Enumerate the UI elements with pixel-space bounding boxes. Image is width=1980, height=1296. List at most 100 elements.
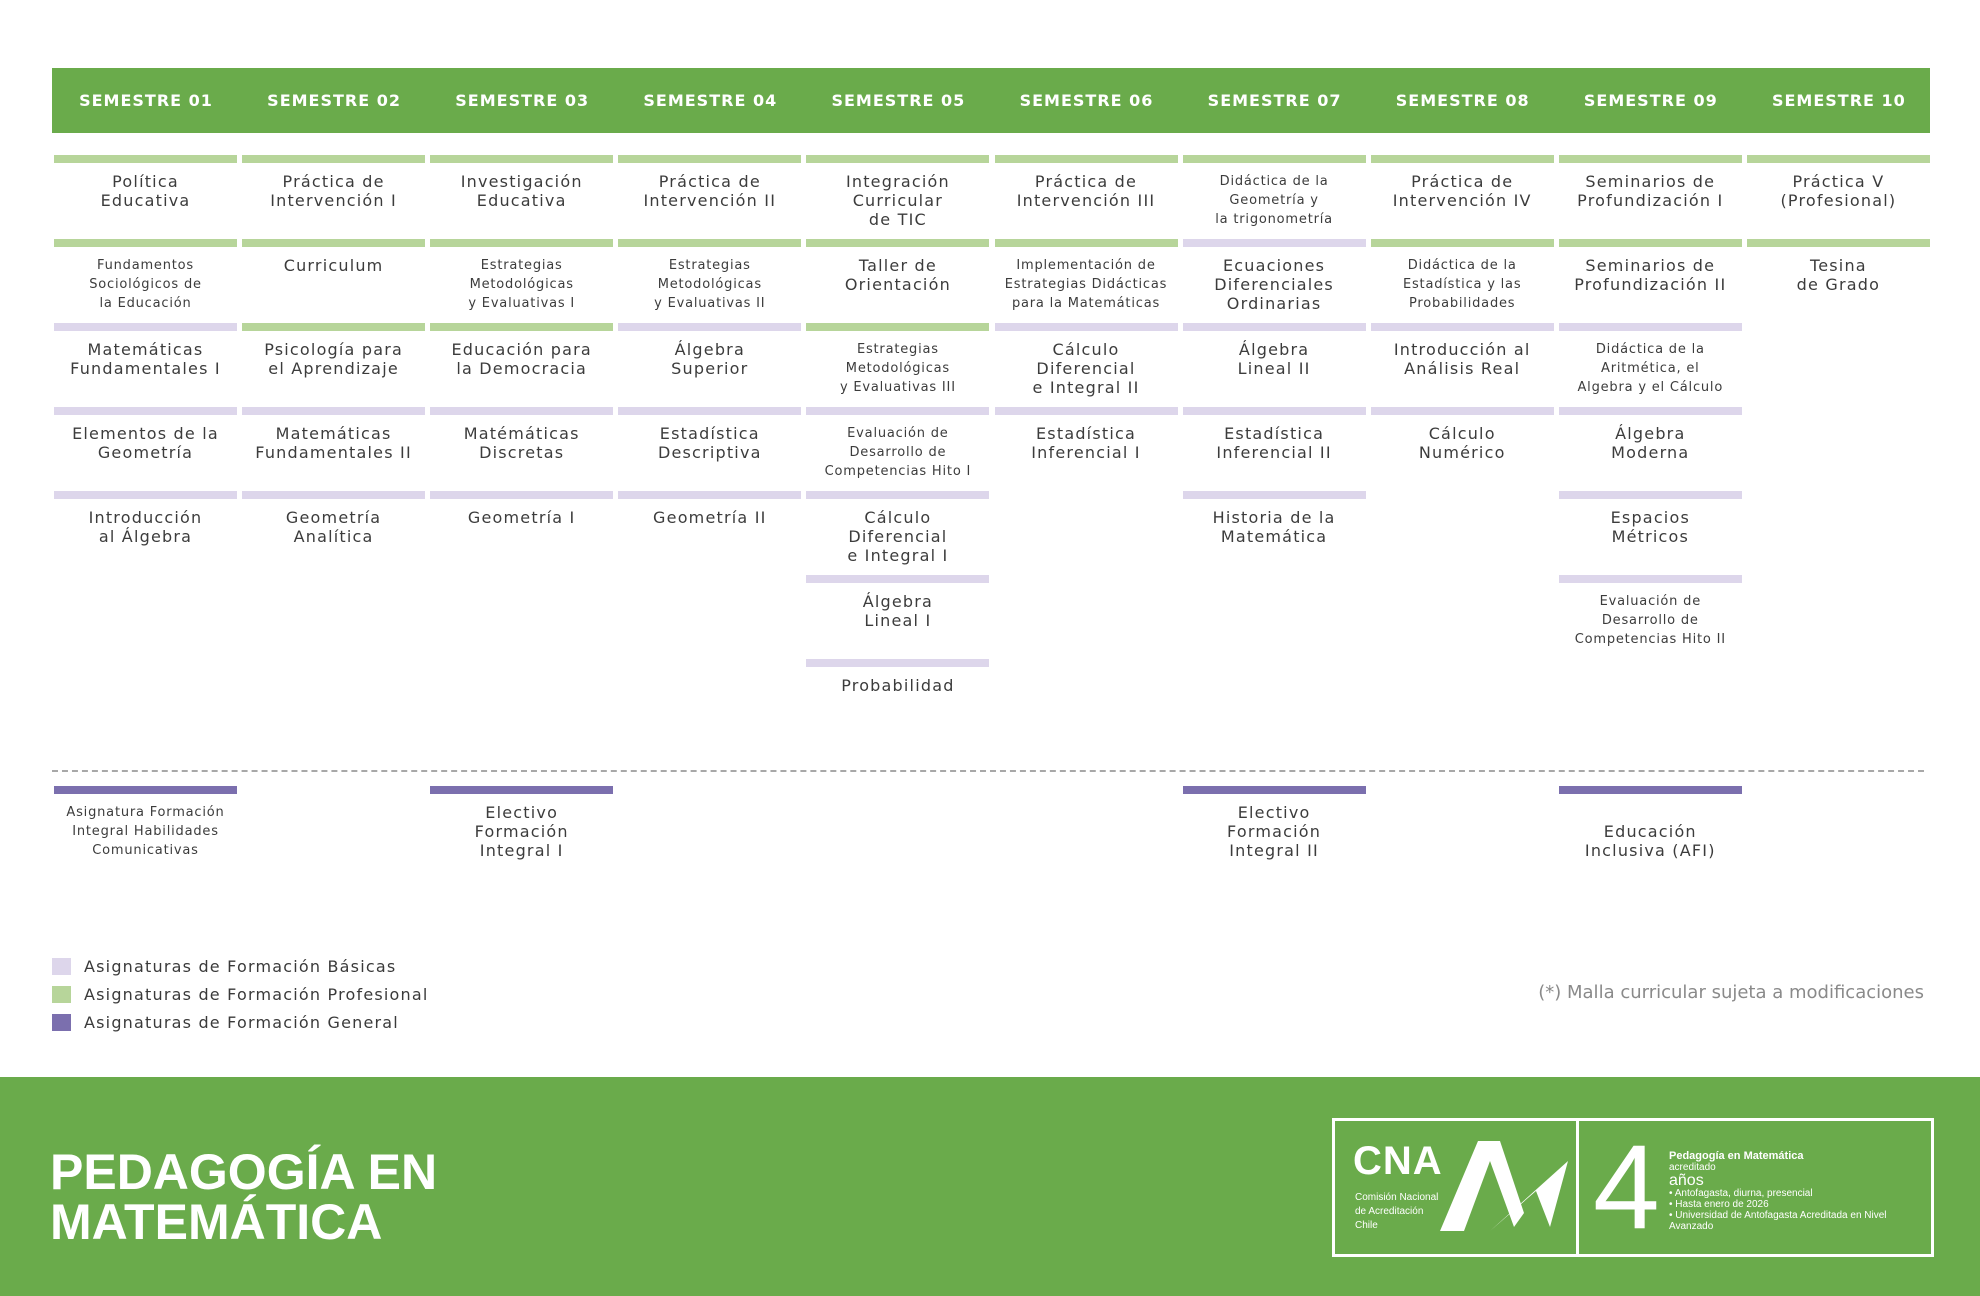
course-cell[interactable]: Espacios Métricos <box>1558 491 1742 546</box>
course-cell[interactable]: Cálculo Numérico <box>1370 407 1554 462</box>
course-cell[interactable]: Matemáticas Fundamentales I <box>54 323 237 378</box>
course-cell[interactable]: Probabilidad <box>806 659 990 695</box>
footer-banner: PEDAGOGÍA EN MATEMÁTICA CNA Comisión Nac… <box>0 1077 1980 1296</box>
course-cell[interactable]: Elementos de la Geometría <box>54 407 237 462</box>
course-name: Matemáticas Fundamentales I <box>70 340 221 378</box>
course-cell[interactable]: Práctica de Intervención II <box>618 155 802 210</box>
course-cell[interactable]: Introducción al Análisis Real <box>1370 323 1554 378</box>
course-cell[interactable]: Estadística Descriptiva <box>618 407 802 462</box>
legend-label: Asignaturas de Formación Profesional <box>84 984 429 1004</box>
course-type-bar <box>54 786 237 794</box>
course-cell[interactable]: Psicología para el Aprendizaje <box>242 323 426 378</box>
course-type-bar <box>994 323 1178 331</box>
course-cell[interactable]: Estadística Inferencial II <box>1182 407 1366 462</box>
course-cell[interactable]: Fundamentos Sociológicos de la Educación <box>54 239 237 313</box>
legend-swatch <box>52 957 71 975</box>
legend-swatch <box>52 1013 71 1031</box>
course-name: Evaluación de Desarrollo de Competencias… <box>1574 594 1726 647</box>
detail: • Hasta enero de 2026 <box>1669 1199 1769 1210</box>
legend-item: Asignaturas de Formación General <box>52 1008 429 1036</box>
course-cell[interactable]: Cálculo Diferencial e Integral II <box>994 323 1178 397</box>
course-cell[interactable]: Geometría Analítica <box>242 491 426 546</box>
course-type-bar <box>242 239 426 247</box>
course-name: Geometría II <box>653 508 767 527</box>
detail: • Antofagasta, diurna, presencial <box>1669 1188 1813 1199</box>
elective-cell[interactable]: Educación Inclusiva (AFI) <box>1558 786 1742 860</box>
accreditation-info: Pedagogía en Matemática acreditado años … <box>1669 1151 1931 1233</box>
course-name: Seminarios de Profundización I <box>1577 172 1724 210</box>
course-cell[interactable]: Taller de Orientación <box>806 239 990 294</box>
course-name: Curriculum <box>283 256 384 275</box>
course-name: Evaluación de Desarrollo de Competencias… <box>824 426 972 479</box>
course-cell[interactable]: Didáctica de la Aritmética, el Algebra y… <box>1558 323 1742 397</box>
course-name: Fundamentos Sociológicos de la Educación <box>89 258 202 311</box>
course-name: Práctica de Intervención I <box>270 172 397 210</box>
course-cell[interactable]: Evaluación de Desarrollo de Competencias… <box>1558 575 1742 649</box>
course-type-bar <box>1370 155 1554 163</box>
course-name: Didáctica de la Estadística y las Probab… <box>1402 258 1522 311</box>
cna-logo: CNA <box>1353 1139 1443 1183</box>
course-cell[interactable]: Práctica de Intervención III <box>994 155 1178 210</box>
semester-label: SEMESTRE 07 <box>1207 91 1342 110</box>
course-cell[interactable]: Didáctica de la Geometría y la trigonome… <box>1182 155 1366 229</box>
course-type-bar <box>1558 407 1742 415</box>
course-cell[interactable]: Integración Curricular de TIC <box>806 155 990 229</box>
legend-swatch <box>52 985 71 1003</box>
course-type-bar <box>1370 239 1554 247</box>
course-cell[interactable]: Álgebra Lineal I <box>806 575 990 630</box>
course-cell[interactable]: Cálculo Diferencial e Integral I <box>806 491 990 565</box>
course-cell[interactable]: Estadística Inferencial I <box>994 407 1178 462</box>
elective-cell[interactable]: Electivo Formación Integral II <box>1182 786 1366 860</box>
course-type-bar <box>618 407 802 415</box>
course-type-bar <box>54 239 237 247</box>
course-cell[interactable]: Matémáticas Discretas <box>430 407 614 462</box>
course-cell[interactable]: Tesina de Grado <box>1746 239 1930 294</box>
course-cell[interactable]: Práctica V (Profesional) <box>1746 155 1930 210</box>
course-name: Psicología para el Aprendizaje <box>264 340 403 378</box>
course-cell[interactable]: Seminarios de Profundización II <box>1558 239 1742 294</box>
course-name: Estrategias Metodológicas y Evaluativas … <box>468 258 575 311</box>
course-cell[interactable]: Geometría I <box>430 491 614 527</box>
course-cell[interactable]: Ecuaciones Diferenciales Ordinarias <box>1182 239 1366 313</box>
course-cell[interactable]: Estrategias Metodológicas y Evaluativas … <box>618 239 802 313</box>
course-cell[interactable]: Didáctica de la Estadística y las Probab… <box>1370 239 1554 313</box>
course-cell[interactable]: Álgebra Lineal II <box>1182 323 1366 378</box>
elective-cell[interactable]: Electivo Formación Integral I <box>430 786 614 860</box>
course-name: Estrategias Metodológicas y Evaluativas … <box>654 258 766 311</box>
course-name: Álgebra Lineal II <box>1237 340 1311 378</box>
course-type-bar <box>806 575 990 583</box>
course-cell[interactable]: Educación para la Democracia <box>430 323 614 378</box>
course-cell[interactable]: Implementación de Estrategias Didácticas… <box>994 239 1178 313</box>
course-type-bar <box>806 323 990 331</box>
course-cell[interactable]: Álgebra Superior <box>618 323 802 378</box>
course-name: Probabilidad <box>841 676 955 695</box>
course-name: Espacios Métricos <box>1610 508 1690 546</box>
course-type-bar <box>430 491 614 499</box>
detail: • Universidad de Antofagasta Acreditada … <box>1669 1210 1887 1232</box>
course-cell[interactable]: Geometría II <box>618 491 802 527</box>
course-cell[interactable]: Matemáticas Fundamentales II <box>242 407 426 462</box>
course-cell[interactable]: Evaluación de Desarrollo de Competencias… <box>806 407 990 481</box>
course-cell[interactable]: Seminarios de Profundización I <box>1558 155 1742 210</box>
course-name: Geometría Analítica <box>285 508 382 546</box>
elective-cell[interactable]: Asignatura Formación Integral Habilidade… <box>54 786 237 860</box>
course-cell[interactable]: Política Educativa <box>54 155 237 210</box>
course-cell[interactable]: Estrategias Metodológicas y Evaluativas … <box>806 323 990 397</box>
course-cell[interactable]: Curriculum <box>242 239 426 275</box>
course-type-bar <box>618 155 802 163</box>
course-type-bar <box>618 491 802 499</box>
course-cell[interactable]: Introducción al Álgebra <box>54 491 237 546</box>
course-cell[interactable]: Práctica de Intervención I <box>242 155 426 210</box>
course-cell[interactable]: Historia de la Matemática <box>1182 491 1366 546</box>
semester-label: SEMESTRE 04 <box>643 91 778 110</box>
course-type-bar <box>806 407 990 415</box>
years-label: años <box>1669 1172 1704 1189</box>
course-type-bar <box>1370 407 1554 415</box>
course-cell[interactable]: Práctica de Intervención IV <box>1370 155 1554 210</box>
course-cell[interactable]: Investigación Educativa <box>430 155 614 210</box>
course-cell[interactable]: Estrategias Metodológicas y Evaluativas … <box>430 239 614 313</box>
course-type-bar <box>1182 407 1366 415</box>
course-cell[interactable]: Álgebra Moderna <box>1558 407 1742 462</box>
course-name: Geometría I <box>467 508 576 527</box>
course-type-bar <box>430 155 614 163</box>
